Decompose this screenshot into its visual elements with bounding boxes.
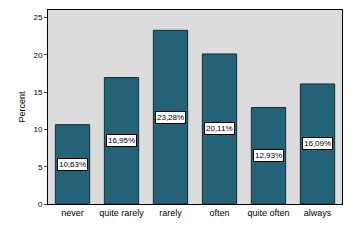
svg-text:12,93%: 12,93% [255, 151, 282, 160]
svg-text:always: always [304, 208, 332, 218]
svg-text:20,11%: 20,11% [206, 124, 233, 133]
svg-text:20: 20 [33, 51, 42, 60]
svg-text:16,95%: 16,95% [108, 136, 135, 145]
svg-text:16,09%: 16,09% [304, 139, 331, 148]
svg-text:23,28%: 23,28% [157, 113, 184, 122]
svg-text:10,63%: 10,63% [59, 160, 86, 169]
svg-text:5: 5 [38, 162, 43, 171]
svg-text:never: never [61, 208, 84, 218]
svg-text:Percent: Percent [17, 91, 27, 123]
svg-text:quite rarely: quite rarely [99, 208, 144, 218]
svg-text:15: 15 [33, 88, 42, 97]
svg-text:often: often [209, 208, 229, 218]
svg-text:quite often: quite often [247, 208, 289, 218]
svg-text:rarely: rarely [159, 208, 182, 218]
svg-text:0: 0 [38, 200, 43, 209]
svg-text:25: 25 [33, 13, 42, 22]
svg-text:10: 10 [33, 125, 42, 134]
